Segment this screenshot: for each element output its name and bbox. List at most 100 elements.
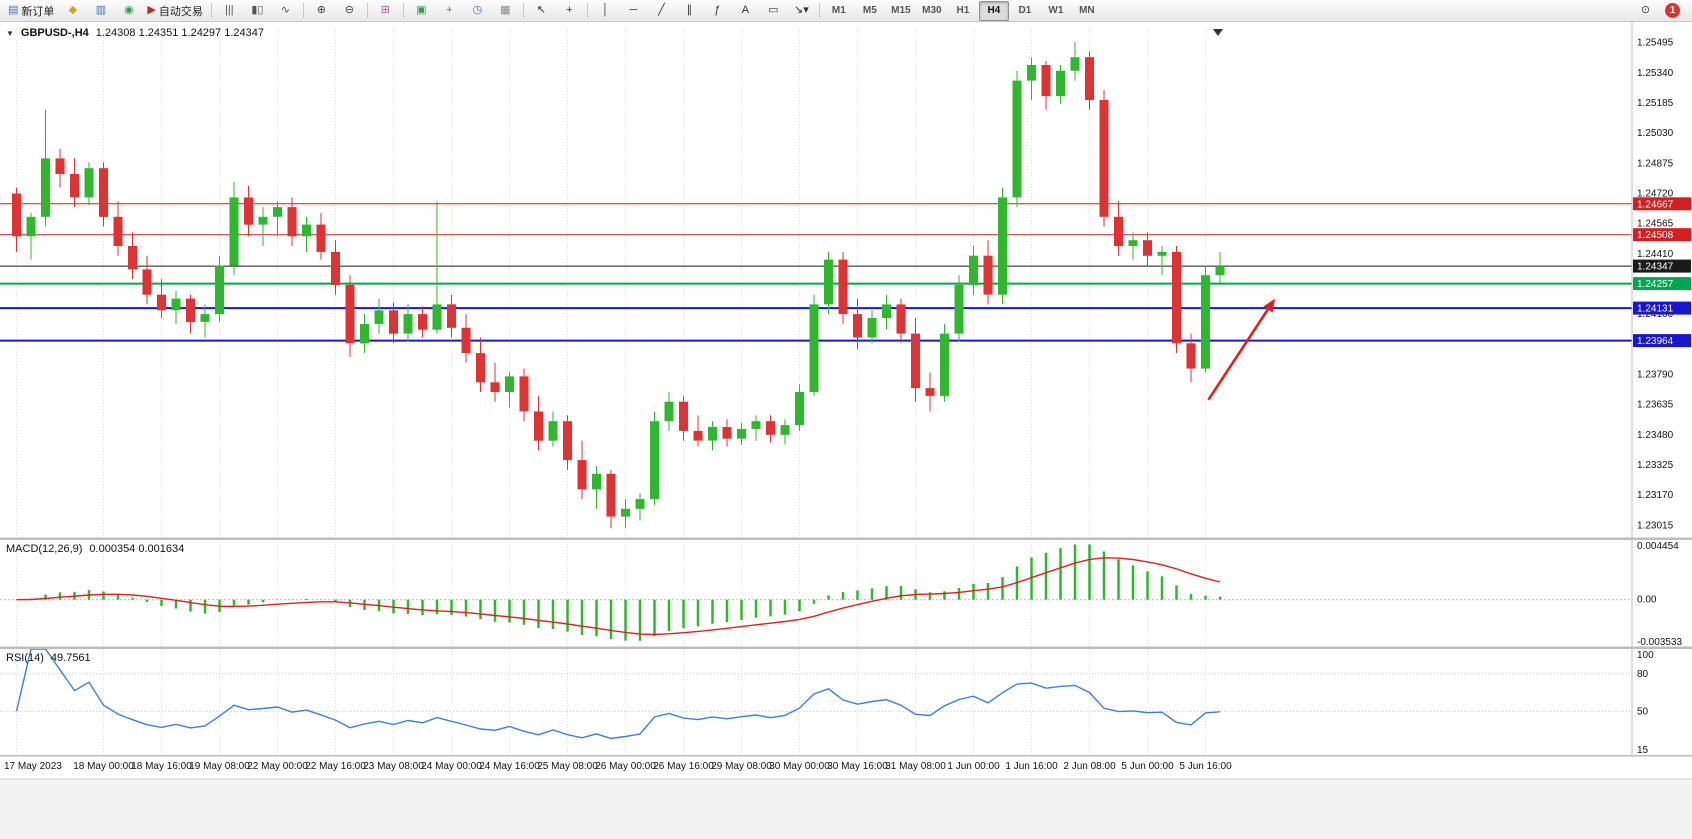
navigator-button[interactable]: ◉ xyxy=(115,1,142,21)
periods-button[interactable]: ◷ xyxy=(464,1,491,21)
vertical-line-button[interactable]: │ xyxy=(592,1,619,21)
search-button[interactable]: ⊙ xyxy=(1632,1,1659,21)
svg-text:1.23325: 1.23325 xyxy=(1637,460,1674,471)
autotrade-icon: ▶ xyxy=(147,4,156,16)
market-watch-button[interactable]: ▥ xyxy=(87,1,114,21)
time-axis-label: 29 May 08:00 xyxy=(711,761,772,772)
zoom-out-button[interactable]: ⊖ xyxy=(336,1,363,21)
svg-text:1.25030: 1.25030 xyxy=(1637,128,1674,139)
time-axis-label: 22 May 00:00 xyxy=(247,761,308,772)
channel-icon: ∥ xyxy=(686,4,693,16)
line-chart-icon: ∿ xyxy=(280,4,290,16)
chart-symbol-label: GBPUSD-,H4 xyxy=(20,27,89,39)
line-chart-button[interactable]: ∿ xyxy=(272,1,299,21)
price-tag: 1.24131 xyxy=(1633,301,1691,315)
text-button[interactable]: A xyxy=(732,1,759,21)
chart-ohlc-values: 1.24308 1.24351 1.24297 1.24347 xyxy=(95,27,264,39)
time-axis-label: 30 May 00:00 xyxy=(769,761,830,772)
chart-title-row: ▼ GBPUSD-,H4 1.24308 1.24351 1.24297 1.2… xyxy=(6,27,264,39)
panel-splitter[interactable] xyxy=(0,646,1692,650)
chart-shift-icon[interactable] xyxy=(1213,29,1223,36)
horizontal-line-button[interactable]: ─ xyxy=(620,1,647,21)
toolbar-separator xyxy=(302,3,304,18)
crosshair-icon: + xyxy=(566,4,573,16)
templates-icon: ▦ xyxy=(500,4,511,16)
zoom-in-button[interactable]: ⊕ xyxy=(308,1,335,21)
rsi-axis-tick: 100 xyxy=(1637,650,1654,661)
timeframe-h4-button[interactable]: H4 xyxy=(978,0,1009,21)
candles-layer xyxy=(12,41,1225,529)
market-watch-icon: ▥ xyxy=(95,4,107,16)
timeframe-d1-button[interactable]: D1 xyxy=(1018,5,1032,16)
timeframe-m15-button[interactable]: M15 xyxy=(891,5,911,16)
macd-label-row: MACD(12,26,9) 0.000354 0.001634 xyxy=(6,543,184,555)
time-axis-label: 2 Jun 08:00 xyxy=(1063,761,1116,772)
svg-text:1.24410: 1.24410 xyxy=(1637,249,1674,260)
label-icon: ▭ xyxy=(768,4,779,16)
toolbar-separator xyxy=(522,3,524,18)
navigator-icon: ◉ xyxy=(124,4,134,16)
macd-axis-tick: 0.004454 xyxy=(1637,541,1679,552)
candlestick-chart-icon: ▮▯ xyxy=(251,4,264,16)
time-axis-label: 26 May 00:00 xyxy=(595,761,656,772)
price-tag: 1.24667 xyxy=(1633,197,1691,211)
time-axis-label: 19 May 08:00 xyxy=(189,761,250,772)
fibonacci-icon: ƒ xyxy=(714,4,721,16)
timeframe-mn-button[interactable]: MN xyxy=(1079,5,1095,16)
autotrade-button-label: 自动交易 xyxy=(158,5,203,18)
autotrade-button[interactable]: ▶ 自动交易 xyxy=(143,1,206,21)
timeframe-w1-button[interactable]: W1 xyxy=(1048,5,1064,16)
add-indicator-button[interactable]: + xyxy=(436,1,463,21)
new-order-button[interactable]: ▤ 新订单 xyxy=(4,1,58,21)
fibonacci-button[interactable]: ƒ xyxy=(704,1,731,21)
timeframe-m30-button[interactable]: M30 xyxy=(922,5,942,16)
timeframe-m1-button[interactable]: M1 xyxy=(831,5,846,16)
toolbar-right: ⊙ 1 xyxy=(1632,1,1688,21)
bar-chart-button[interactable]: ||| xyxy=(216,1,243,21)
timeframe-m5-button[interactable]: M5 xyxy=(862,5,877,16)
svg-text:1.23480: 1.23480 xyxy=(1637,430,1674,441)
crosshair-button[interactable]: + xyxy=(556,1,583,21)
indicators-button[interactable]: ▣ xyxy=(408,1,435,21)
macd-axis-tick: 0.00 xyxy=(1637,595,1657,606)
arrows-button[interactable]: ↘▾ xyxy=(788,1,815,21)
toolbar-separator xyxy=(586,3,588,18)
time-axis-label: 26 May 16:00 xyxy=(653,761,714,772)
time-axis-label: 5 Jun 00:00 xyxy=(1121,761,1174,772)
rsi-axis-tick: 80 xyxy=(1637,669,1649,680)
trend-arrow[interactable] xyxy=(1207,298,1276,401)
chart-collapse-icon[interactable]: ▼ xyxy=(6,28,14,38)
timeframe-h1-button[interactable]: H1 xyxy=(956,5,970,16)
cursor-button[interactable]: ↖ xyxy=(528,1,555,21)
chart-canvas[interactable]: 1.25495 1.25340 1.25185 1.25030 1.24875 1.247… xyxy=(0,22,1692,839)
time-axis-label: 5 Jun 16:00 xyxy=(1179,761,1232,772)
candlestick-chart-button[interactable]: ▮▯ xyxy=(244,1,271,21)
indicators-icon: ▣ xyxy=(416,4,427,16)
toolbar-separator xyxy=(210,3,212,18)
tile-windows-button[interactable]: ⊞ xyxy=(372,1,399,21)
time-axis-label: 1 Jun 00:00 xyxy=(947,761,1000,772)
trendline-button[interactable]: ╱ xyxy=(648,1,675,21)
label-button[interactable]: ▭ xyxy=(760,1,787,21)
time-axis-label: 24 May 16:00 xyxy=(479,761,540,772)
svg-text:1.25340: 1.25340 xyxy=(1637,68,1674,79)
templates-button[interactable]: ▦ xyxy=(492,1,519,21)
time-axis-label: 23 May 08:00 xyxy=(363,761,424,772)
chart-profiles-button[interactable]: ◆ xyxy=(59,1,86,21)
channel-button[interactable]: ∥ xyxy=(676,1,703,21)
toolbar-separator xyxy=(818,3,820,18)
price-tag: 1.23964 xyxy=(1633,334,1691,348)
new-order-button-label: 新订单 xyxy=(21,5,55,18)
svg-text:1.24131: 1.24131 xyxy=(1637,304,1674,315)
notification-badge[interactable]: 1 xyxy=(1665,3,1680,18)
toolbar-separator xyxy=(366,3,368,18)
bar-chart-icon: ||| xyxy=(225,4,234,16)
panel-splitter[interactable] xyxy=(0,537,1692,541)
rsi-axis-tick: 50 xyxy=(1637,706,1649,717)
time-axis-label: 1 Jun 16:00 xyxy=(1005,761,1058,772)
vertical-line-icon: │ xyxy=(601,4,609,16)
main-toolbar: ▤ 新订单 ◆ ▥ ◉ ▶ 自动交易 ||| ▮▯ ∿ ⊕ ⊖ ⊞ ▣ + ◷ ▦ ↖ + │ ─ ╱ ∥ ƒ A ▭ ↘▾ M1 M5… xyxy=(0,0,1692,22)
rsi-value: 49.7561 xyxy=(50,652,91,664)
svg-text:1.23964: 1.23964 xyxy=(1637,336,1674,347)
